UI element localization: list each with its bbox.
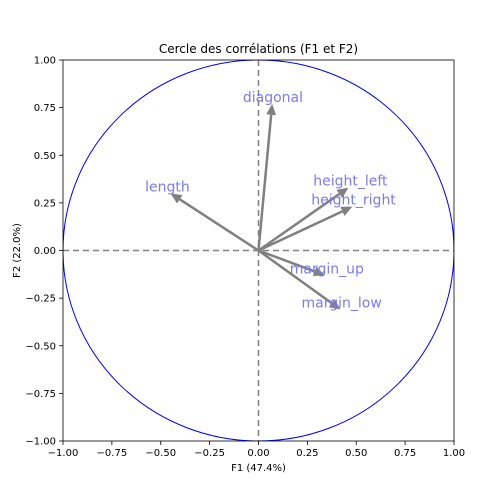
arrow-head bbox=[336, 187, 349, 199]
arrow-shaft bbox=[258, 249, 316, 273]
x-axis-ticks: −1.00 −0.75 −0.50 −0.25 0.00 0.25 0.50 0.75 1.00 bbox=[48, 441, 465, 459]
arrow-diagonal bbox=[257, 103, 277, 251]
arrow-height-right bbox=[257, 206, 353, 252]
label-margin-low: margin_low bbox=[302, 296, 382, 312]
y-tick-label: −0.25 bbox=[25, 294, 56, 305]
y-tick-label: −1.00 bbox=[25, 437, 56, 448]
y-tick-label: 1.00 bbox=[34, 56, 56, 67]
x-tick-label: 1.00 bbox=[443, 448, 465, 459]
x-tick-label: 0.75 bbox=[394, 448, 416, 459]
arrow-head bbox=[170, 193, 183, 204]
label-height-right: height_right bbox=[311, 193, 396, 209]
arrow-shaft bbox=[257, 192, 341, 252]
arrow-length bbox=[170, 193, 260, 252]
y-tick-label: 0.00 bbox=[34, 246, 56, 257]
arrow-margin-low bbox=[257, 249, 341, 310]
plot-area: diagonal length height_left height_rightmar… bbox=[63, 60, 454, 441]
x-tick-label: −1.00 bbox=[48, 448, 79, 459]
y-tick-label: −0.50 bbox=[25, 341, 56, 352]
arrow-head bbox=[312, 266, 325, 277]
arrow-shaft bbox=[257, 114, 273, 251]
x-tick-label: −0.25 bbox=[194, 448, 225, 459]
y-axis-label: F2 (22.0%) bbox=[12, 223, 23, 278]
arrow-head bbox=[266, 103, 277, 116]
arrow-head bbox=[328, 299, 341, 310]
arrow-shaft bbox=[257, 210, 343, 252]
y-tick-label: 0.25 bbox=[34, 198, 56, 209]
x-tick-label: −0.50 bbox=[145, 448, 176, 459]
label-margin-up: margin_up bbox=[290, 261, 364, 277]
arrow-height-left bbox=[257, 187, 349, 252]
arrow-margin-up bbox=[258, 249, 325, 277]
x-tick-label: 0.50 bbox=[345, 448, 367, 459]
x-axis-label: F1 (47.4%) bbox=[231, 463, 286, 474]
chart-title: Cercle des corrélations (F1 et F2) bbox=[159, 42, 358, 56]
x-tick-label: −0.75 bbox=[97, 448, 128, 459]
labels-layer: diagonal length height_left height_rightmar… bbox=[145, 90, 396, 312]
label-length: length bbox=[145, 179, 190, 195]
arrows-layer bbox=[170, 103, 353, 310]
label-diagonal: diagonal bbox=[243, 90, 303, 106]
x-tick-label: 0.25 bbox=[296, 448, 318, 459]
y-tick-label: 0.50 bbox=[34, 151, 56, 162]
arrow-head bbox=[340, 206, 353, 216]
label-height-left: height_left bbox=[313, 174, 388, 190]
x-tick-label: 0.00 bbox=[247, 448, 269, 459]
arrow-shaft bbox=[179, 198, 260, 252]
arrow-shaft bbox=[257, 249, 333, 305]
y-tick-label: 0.75 bbox=[34, 103, 56, 114]
y-tick-label: −0.75 bbox=[25, 389, 56, 400]
y-axis-ticks: −1.00 −0.75 −0.50 −0.25 0.00 0.25 0.50 0.75 1.00 bbox=[25, 56, 63, 448]
